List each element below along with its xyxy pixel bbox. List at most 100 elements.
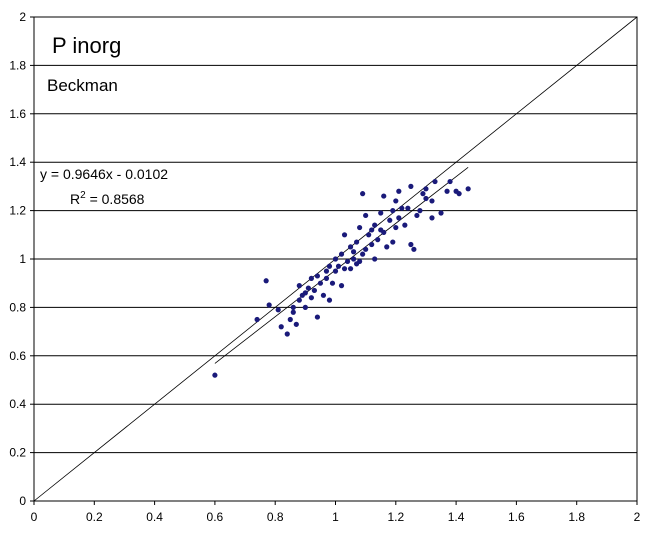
data-point: [296, 283, 302, 289]
data-point: [357, 224, 363, 231]
data-point: [323, 275, 330, 281]
data-point: [341, 232, 348, 238]
data-point: [293, 321, 299, 327]
data-point: [408, 241, 414, 248]
data-point: [335, 263, 342, 269]
data-point: [369, 241, 375, 248]
data-point: [305, 285, 311, 291]
data-point: [357, 258, 363, 265]
data-point: [326, 297, 333, 303]
data-point: [363, 212, 369, 219]
data-point: [465, 186, 471, 192]
data-point: [384, 244, 390, 250]
data-point: [414, 212, 420, 219]
data-point: [444, 188, 450, 194]
data-point: [387, 217, 393, 223]
x-tick-label: 1.6: [508, 510, 525, 524]
y-tick-label: 0.6: [9, 349, 26, 363]
y-tick-label: 1: [19, 252, 26, 266]
data-point: [344, 258, 351, 265]
y-tick-label: 1.8: [9, 58, 26, 72]
trendline-equation: y = 0.9646x - 0.0102: [40, 166, 168, 182]
x-tick-label: 0.4: [146, 510, 163, 524]
data-point: [323, 268, 330, 274]
y-tick-label: 2: [19, 10, 26, 24]
data-point: [308, 295, 314, 301]
r-squared-symbol: R: [70, 191, 80, 207]
x-tick-label: 1.2: [387, 510, 404, 524]
x-tick-label: 0.8: [267, 510, 284, 524]
data-point: [372, 222, 378, 228]
data-point: [350, 249, 357, 255]
y-tick-label: 0.2: [9, 446, 26, 460]
x-tick-label: 0: [31, 510, 38, 524]
data-point: [290, 304, 296, 310]
x-tick-label: 1.8: [568, 510, 585, 524]
data-point: [254, 316, 260, 323]
data-point: [402, 222, 408, 228]
data-point: [338, 283, 345, 289]
data-point: [381, 229, 387, 235]
data-point: [417, 208, 423, 214]
data-point: [347, 266, 354, 272]
data-point: [429, 198, 435, 204]
chart-title: P inorg: [52, 33, 121, 58]
data-point: [341, 266, 348, 272]
y-tick-label: 1.2: [9, 204, 26, 218]
data-point: [212, 372, 218, 378]
data-point: [326, 263, 333, 269]
data-point: [396, 188, 402, 194]
data-point: [263, 278, 269, 284]
chart-subtitle: Beckman: [47, 76, 118, 95]
y-tick-label: 1.6: [9, 107, 26, 121]
data-point: [332, 268, 339, 274]
data-point: [375, 237, 381, 243]
data-point: [390, 208, 396, 214]
data-point: [302, 290, 308, 296]
data-point: [405, 205, 411, 211]
data-point: [332, 256, 339, 262]
data-point: [308, 275, 314, 281]
x-tick-label: 1.4: [448, 510, 465, 524]
data-point: [290, 309, 296, 315]
data-point: [302, 304, 308, 310]
data-point: [338, 251, 345, 257]
data-point: [393, 224, 399, 231]
data-point: [390, 239, 396, 245]
data-point: [423, 195, 429, 202]
data-point: [320, 292, 327, 298]
data-point: [350, 256, 357, 262]
data-point: [317, 280, 324, 286]
data-point: [360, 191, 366, 197]
data-point: [399, 205, 405, 211]
x-tick-label: 1: [332, 510, 339, 524]
data-point: [363, 246, 369, 252]
data-point: [423, 186, 429, 192]
data-point: [287, 316, 293, 323]
data-point: [372, 256, 378, 262]
data-point: [360, 251, 366, 257]
data-point: [314, 273, 321, 279]
data-point: [411, 246, 417, 252]
data-point: [456, 191, 462, 197]
data-point: [366, 232, 372, 238]
y-tick-label: 1.4: [9, 155, 26, 169]
data-point: [354, 239, 360, 245]
y-tick-label: 0.4: [9, 397, 26, 411]
data-point: [432, 178, 438, 185]
x-tick-label: 0.6: [207, 510, 224, 524]
y-tick-label: 0.8: [9, 300, 26, 314]
data-point: [378, 210, 384, 216]
data-point: [396, 215, 402, 221]
data-point: [429, 215, 435, 221]
data-point: [381, 193, 387, 199]
data-point: [275, 307, 281, 313]
r-squared-superscript: 2: [80, 190, 86, 201]
gridlines: [34, 64, 637, 454]
x-tick-label: 0.2: [86, 510, 103, 524]
data-point: [420, 191, 426, 197]
data-point: [314, 314, 321, 320]
data-point: [347, 244, 354, 250]
